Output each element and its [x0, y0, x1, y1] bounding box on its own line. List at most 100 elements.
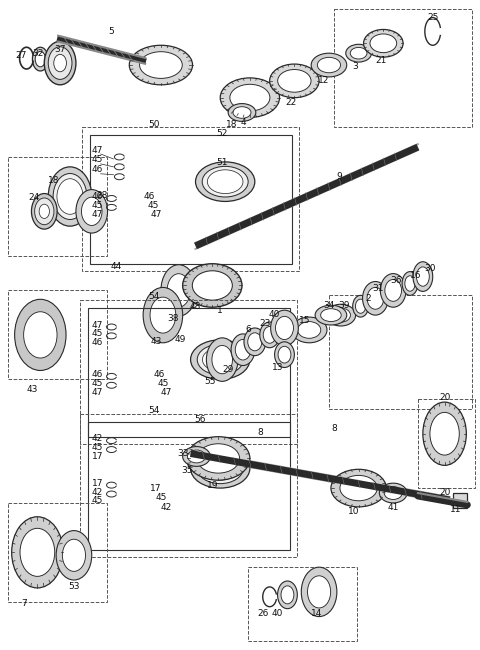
- Text: 47: 47: [92, 210, 103, 219]
- Ellipse shape: [188, 450, 205, 463]
- Ellipse shape: [356, 299, 366, 313]
- Ellipse shape: [244, 328, 266, 356]
- Text: 14: 14: [312, 609, 323, 618]
- Text: 42: 42: [92, 434, 103, 443]
- Text: 20: 20: [439, 393, 450, 402]
- Text: 45: 45: [155, 493, 167, 502]
- Bar: [80, 414, 297, 557]
- Ellipse shape: [33, 47, 48, 71]
- Ellipse shape: [24, 312, 57, 358]
- Text: 28: 28: [96, 191, 108, 200]
- Ellipse shape: [48, 167, 92, 226]
- Ellipse shape: [263, 326, 276, 343]
- Text: 35: 35: [181, 466, 192, 474]
- Ellipse shape: [143, 287, 183, 343]
- Text: 30: 30: [424, 264, 435, 273]
- Text: 52: 52: [216, 129, 228, 138]
- Text: 33: 33: [177, 449, 189, 458]
- Ellipse shape: [271, 310, 298, 346]
- Text: 55: 55: [204, 377, 216, 386]
- Ellipse shape: [308, 576, 331, 608]
- Ellipse shape: [197, 444, 240, 473]
- Ellipse shape: [430, 412, 459, 455]
- Ellipse shape: [54, 55, 66, 72]
- Text: 36: 36: [390, 276, 402, 285]
- Text: 47: 47: [92, 387, 103, 396]
- Ellipse shape: [326, 304, 356, 326]
- Ellipse shape: [161, 265, 196, 316]
- Text: 46: 46: [153, 370, 165, 379]
- Ellipse shape: [235, 339, 251, 360]
- Text: 34: 34: [323, 301, 335, 310]
- Ellipse shape: [321, 309, 341, 322]
- Text: 45: 45: [92, 330, 103, 339]
- Text: 19: 19: [206, 480, 218, 489]
- Ellipse shape: [197, 344, 243, 375]
- Text: 22: 22: [286, 98, 297, 107]
- Ellipse shape: [248, 333, 262, 351]
- Ellipse shape: [298, 322, 321, 338]
- Ellipse shape: [220, 78, 279, 118]
- Bar: [82, 127, 300, 270]
- Text: 7: 7: [22, 599, 27, 608]
- Ellipse shape: [275, 342, 294, 367]
- Text: 54: 54: [148, 406, 160, 415]
- Text: 17: 17: [150, 484, 162, 493]
- Ellipse shape: [331, 308, 350, 322]
- Text: 23: 23: [259, 318, 270, 328]
- Text: 29: 29: [222, 365, 234, 374]
- Text: 47: 47: [92, 320, 103, 330]
- Text: 45: 45: [92, 497, 103, 506]
- Ellipse shape: [20, 528, 55, 577]
- Text: 8: 8: [257, 428, 263, 437]
- Ellipse shape: [206, 338, 238, 382]
- Bar: [8, 503, 107, 602]
- Ellipse shape: [405, 276, 415, 291]
- Bar: [88, 308, 290, 437]
- Ellipse shape: [202, 166, 248, 197]
- Text: 2: 2: [366, 294, 372, 303]
- Text: 45: 45: [147, 201, 159, 210]
- Ellipse shape: [384, 487, 402, 499]
- Text: 43: 43: [27, 385, 38, 394]
- Text: 37: 37: [54, 45, 66, 54]
- Ellipse shape: [183, 264, 242, 307]
- Ellipse shape: [301, 567, 337, 617]
- Ellipse shape: [260, 322, 279, 348]
- Text: 1: 1: [217, 306, 223, 315]
- Ellipse shape: [278, 70, 311, 92]
- Text: 11: 11: [450, 505, 461, 514]
- Ellipse shape: [423, 402, 467, 465]
- Ellipse shape: [276, 317, 293, 339]
- Ellipse shape: [62, 540, 85, 571]
- Ellipse shape: [230, 84, 270, 111]
- Text: 41: 41: [387, 503, 399, 512]
- Ellipse shape: [32, 194, 57, 229]
- Bar: [453, 493, 468, 508]
- Text: 45: 45: [157, 379, 168, 388]
- Ellipse shape: [191, 340, 250, 380]
- Ellipse shape: [197, 453, 243, 484]
- Text: 18: 18: [227, 120, 238, 129]
- Ellipse shape: [192, 271, 232, 300]
- Ellipse shape: [35, 198, 54, 225]
- Text: 24: 24: [29, 193, 40, 202]
- Bar: [90, 135, 292, 264]
- Bar: [8, 291, 107, 380]
- Text: 25: 25: [427, 13, 438, 22]
- Ellipse shape: [291, 317, 327, 343]
- Text: 13: 13: [272, 363, 283, 372]
- Ellipse shape: [191, 448, 250, 488]
- Text: 8: 8: [331, 424, 337, 434]
- Text: 38: 38: [167, 313, 179, 322]
- Ellipse shape: [203, 456, 238, 480]
- Text: 46: 46: [92, 192, 103, 201]
- Ellipse shape: [231, 334, 255, 365]
- Text: 5: 5: [108, 27, 114, 36]
- Bar: [80, 300, 297, 443]
- Ellipse shape: [140, 52, 182, 79]
- Text: 50: 50: [148, 120, 160, 129]
- Ellipse shape: [380, 274, 406, 307]
- Ellipse shape: [350, 47, 367, 59]
- Ellipse shape: [195, 162, 255, 202]
